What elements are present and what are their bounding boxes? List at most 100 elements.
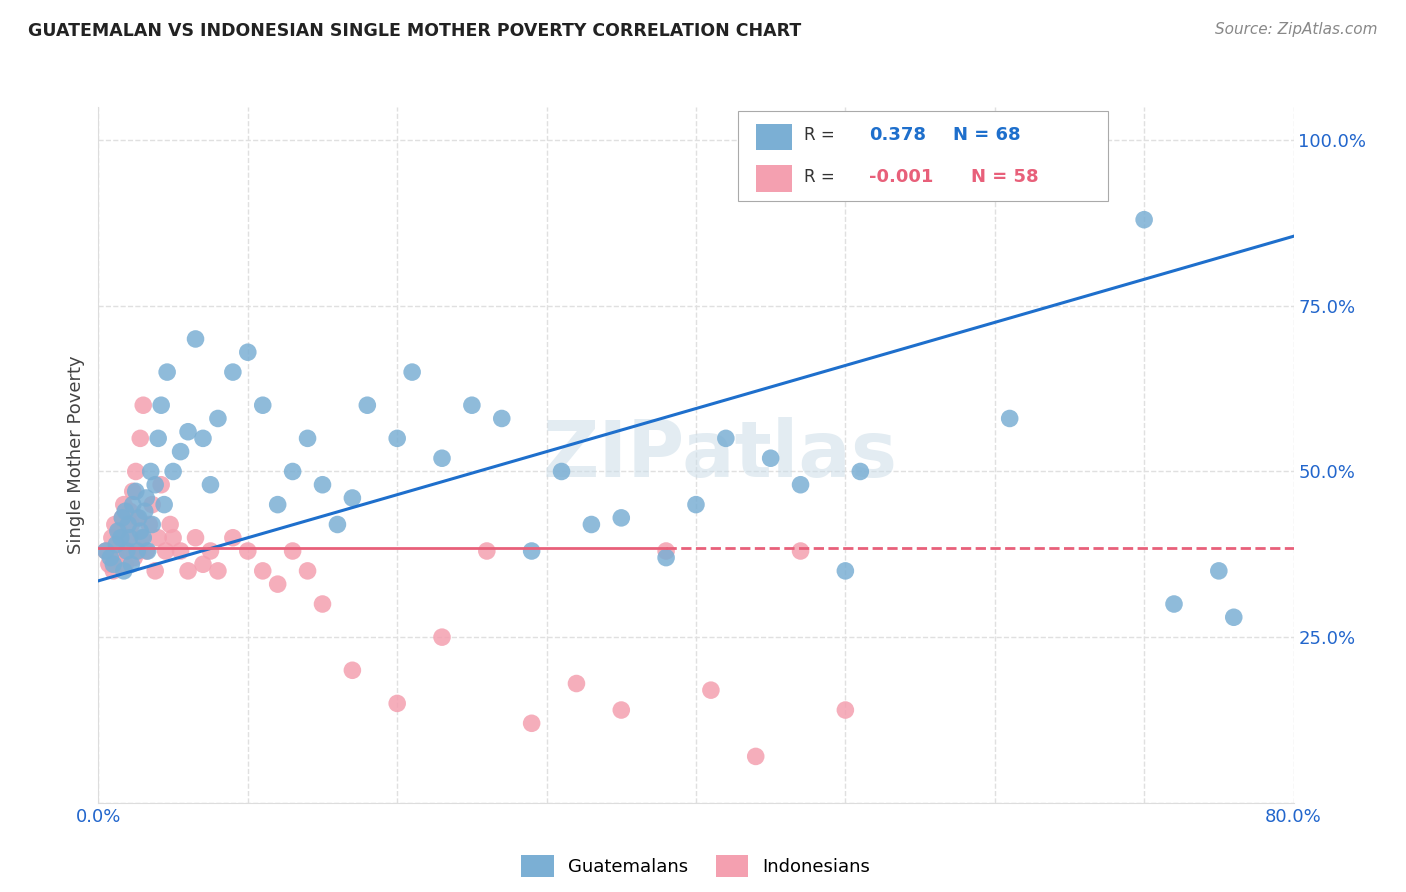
Point [177,564,200,578]
Point [491,411,513,425]
FancyBboxPatch shape [738,111,1108,201]
Point [356,398,378,412]
Point [97,558,120,572]
Point [117,544,139,558]
Point [1208,564,1230,578]
Text: 0.378: 0.378 [869,126,927,144]
Point [177,425,200,439]
Point [141,498,163,512]
Point [150,477,173,491]
Point [98,550,122,565]
Point [581,517,603,532]
Point [207,411,229,425]
Point [207,564,229,578]
Point [297,431,319,445]
Point [159,517,181,532]
Point [115,544,138,558]
Point [103,564,125,578]
Point [143,564,166,578]
Point [105,537,128,551]
Point [134,504,156,518]
Point [101,531,124,545]
Point [156,365,179,379]
Point [184,332,207,346]
Point [141,517,163,532]
Point [430,630,453,644]
Point [281,465,304,479]
Point [110,531,132,545]
Point [132,398,155,412]
Point [475,544,498,558]
Legend: Guatemalans, Indonesians: Guatemalans, Indonesians [515,847,877,884]
Text: R =: R = [804,126,839,144]
Point [107,524,129,538]
Point [118,504,141,518]
Point [153,498,176,512]
Point [139,465,162,479]
Point [311,477,333,491]
Point [118,531,141,545]
Point [131,531,153,545]
Point [184,531,207,545]
Point [461,398,484,412]
Point [520,716,543,731]
Point [117,517,139,532]
Point [132,531,155,545]
Point [128,511,150,525]
Point [610,511,633,525]
Point [655,544,678,558]
Point [148,431,170,445]
Point [104,517,127,532]
Point [834,564,856,578]
Point [550,465,572,479]
Point [252,564,274,578]
Point [150,398,173,412]
Point [745,749,768,764]
Point [191,558,214,572]
Point [1014,153,1036,167]
Text: N = 68: N = 68 [953,126,1021,144]
Point [135,544,157,558]
Point [252,398,274,412]
Point [385,697,409,711]
Point [520,544,543,558]
Point [138,517,160,532]
Point [714,431,737,445]
Point [169,544,191,558]
Point [120,558,142,572]
Text: Source: ZipAtlas.com: Source: ZipAtlas.com [1215,22,1378,37]
Point [125,465,148,479]
Point [789,477,811,491]
Point [121,484,143,499]
Point [148,531,170,545]
Point [849,465,872,479]
Point [385,431,409,445]
Point [155,544,177,558]
Point [222,531,245,545]
Point [342,491,364,505]
Point [430,451,453,466]
Text: R =: R = [804,168,839,186]
Point [281,544,304,558]
Point [191,431,214,445]
Point [998,411,1021,425]
Point [700,683,723,698]
Point [610,703,633,717]
Point [834,703,856,717]
Point [789,544,811,558]
Point [162,531,184,545]
Point [759,451,782,466]
Point [222,365,245,379]
Point [108,524,131,538]
Point [342,663,364,677]
Text: GUATEMALAN VS INDONESIAN SINGLE MOTHER POVERTY CORRELATION CHART: GUATEMALAN VS INDONESIAN SINGLE MOTHER P… [28,22,801,40]
Point [125,484,148,499]
Point [105,550,128,565]
Point [685,498,707,512]
Point [112,564,135,578]
Point [1163,597,1185,611]
Point [236,345,259,359]
Point [326,517,349,532]
Point [136,544,159,558]
Point [128,544,150,558]
